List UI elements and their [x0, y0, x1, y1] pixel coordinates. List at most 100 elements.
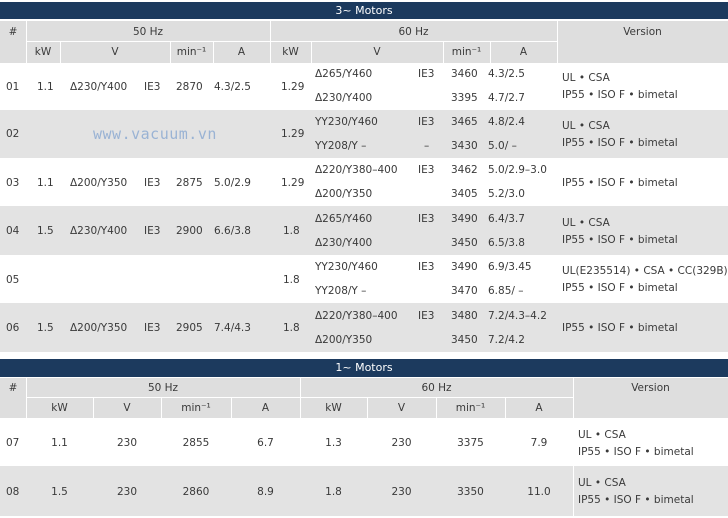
row-num: 06	[6, 322, 20, 334]
row-num: 02	[6, 128, 20, 140]
min-50: 2855	[182, 437, 210, 449]
v-50: Δ230/Y400	[70, 225, 128, 237]
three-phase-header-num: #	[8, 26, 18, 38]
v-50: Δ200/Y350	[70, 177, 128, 189]
kw-50: 1.5	[37, 322, 54, 334]
version-line2: IP55 • ISO F • bimetal	[562, 322, 678, 334]
single-phase-header-kw-60: kW	[325, 402, 342, 414]
single-phase-header-min-60: min⁻¹	[455, 402, 486, 414]
kw-50: 1.1	[37, 177, 54, 189]
v-60-line1: YY230/Y460	[315, 116, 378, 128]
watermark: www.vacuum.vn	[93, 125, 217, 143]
a-50: 7.4/4.3	[214, 322, 251, 334]
single-phase-header-50hz: 50 Hz	[147, 382, 179, 394]
row-num: 04	[6, 225, 20, 237]
a-60-line1: 5.0/2.9–3.0	[488, 164, 547, 176]
version-line1: UL • CSA	[562, 72, 610, 84]
row-num: 08	[6, 486, 20, 498]
min-50: 2870	[176, 81, 203, 93]
three-phase-header-min-60: min⁻¹	[451, 46, 482, 58]
min-60-line1: 3460	[451, 68, 478, 80]
kw-60: 1.29	[281, 128, 305, 140]
v-50: Δ200/Y350	[70, 322, 128, 334]
ie-60-line1: IE3	[418, 261, 435, 273]
table-row-02	[0, 110, 728, 158]
ie-60-line1: IE3	[418, 164, 435, 176]
version-line2: IP55 • ISO F • bimetal	[578, 446, 694, 458]
v-60-line2: Δ200/Y350	[315, 334, 373, 346]
kw-60: 1.8	[325, 486, 342, 498]
three-phase-header-kw-50: kW	[34, 46, 52, 58]
three-phase-header-min-50: min⁻¹	[176, 46, 207, 58]
min-60-line1: 3480	[451, 310, 478, 322]
version-line1: UL • CSA	[578, 477, 626, 489]
kw-60: 1.29	[281, 177, 305, 189]
single-phase-header	[0, 378, 728, 418]
ie-60-line1: IE3	[418, 310, 435, 322]
single-phase-header-a-60: A	[535, 402, 543, 414]
a-60-line1: 7.2/4.3–4.2	[488, 310, 547, 322]
a-60-line2: 4.7/2.7	[488, 92, 525, 104]
a-50: 5.0/2.9	[214, 177, 251, 189]
version-line2: IP55 • ISO F • bimetal	[562, 89, 678, 101]
single-phase-header-v-60: V	[397, 402, 406, 414]
min-60: 3350	[457, 486, 484, 498]
row-num: 07	[6, 437, 20, 449]
min-60: 3375	[457, 437, 484, 449]
version-line2: IP55 • ISO F • bimetal	[562, 137, 678, 149]
row-num: 01	[6, 81, 20, 93]
ie-50: IE3	[144, 177, 161, 189]
version-line2: IP55 • ISO F • bimetal	[578, 494, 694, 506]
min-50: 2905	[176, 322, 203, 334]
three-phase-header-60hz: 60 Hz	[398, 26, 429, 38]
version-line2: IP55 • ISO F • bimetal	[562, 177, 678, 189]
three-phase-header-v-60: V	[373, 46, 381, 58]
v-60-line2: Δ230/Y400	[315, 237, 373, 249]
v-60-line2: YY208/Y –	[315, 285, 367, 297]
single-phase-header-num: #	[8, 382, 18, 394]
single-phase-header-version: Version	[631, 382, 670, 394]
v-60: 230	[391, 437, 412, 449]
a-60-line2: 7.2/4.2	[488, 334, 525, 346]
row-num: 03	[6, 177, 20, 189]
ie-60-line2: –	[424, 140, 430, 152]
a-50: 6.7	[257, 437, 274, 449]
min-60-line1: 3462	[451, 164, 478, 176]
a-50: 6.6/3.8	[214, 225, 251, 237]
min-60-line2: 3430	[451, 140, 478, 152]
three-phase-header-v-50: V	[111, 46, 119, 58]
v-50: 230	[116, 437, 138, 449]
ie-60-line1: IE3	[418, 213, 435, 225]
three-phase-header-version: Version	[623, 26, 662, 38]
single-phase-title: 1~ Motors	[335, 361, 393, 374]
ie-50: IE3	[144, 81, 161, 93]
version-line1: UL • CSA	[578, 429, 626, 441]
table-row-04	[0, 206, 728, 255]
min-60-line2: 3405	[451, 188, 478, 200]
min-60-line2: 3470	[451, 285, 478, 297]
v-60-line1: Δ220/Y380–400	[315, 310, 398, 322]
min-60-line1: 3465	[451, 116, 478, 128]
version-line1: UL • CSA	[562, 217, 610, 229]
ie-50: IE3	[144, 225, 161, 237]
a-50: 8.9	[257, 486, 274, 498]
kw-60: 1.8	[283, 225, 300, 237]
table-row-06	[0, 303, 728, 352]
kw-50: 1.1	[51, 437, 68, 449]
a-60-line2: 6.85/ –	[488, 285, 524, 297]
version-line2: IP55 • ISO F • bimetal	[562, 234, 678, 246]
three-phase-title: 3~ Motors	[335, 4, 393, 17]
v-60-line1: Δ265/Y460	[315, 213, 373, 225]
v-60-line1: Δ265/Y460	[315, 68, 373, 80]
kw-60: 1.3	[325, 437, 342, 449]
kw-60: 1.8	[283, 274, 300, 286]
min-50: 2875	[176, 177, 203, 189]
three-phase-header-a-60: A	[519, 46, 528, 58]
kw-50: 1.5	[37, 225, 54, 237]
a-50: 4.3/2.5	[214, 81, 251, 93]
a-60-line1: 6.9/3.45	[488, 261, 532, 273]
single-phase-header-60hz: 60 Hz	[421, 382, 452, 394]
a-60: 7.9	[530, 437, 548, 449]
single-phase-header-min-50: min⁻¹	[181, 402, 211, 414]
min-60-line2: 3450	[451, 237, 478, 249]
